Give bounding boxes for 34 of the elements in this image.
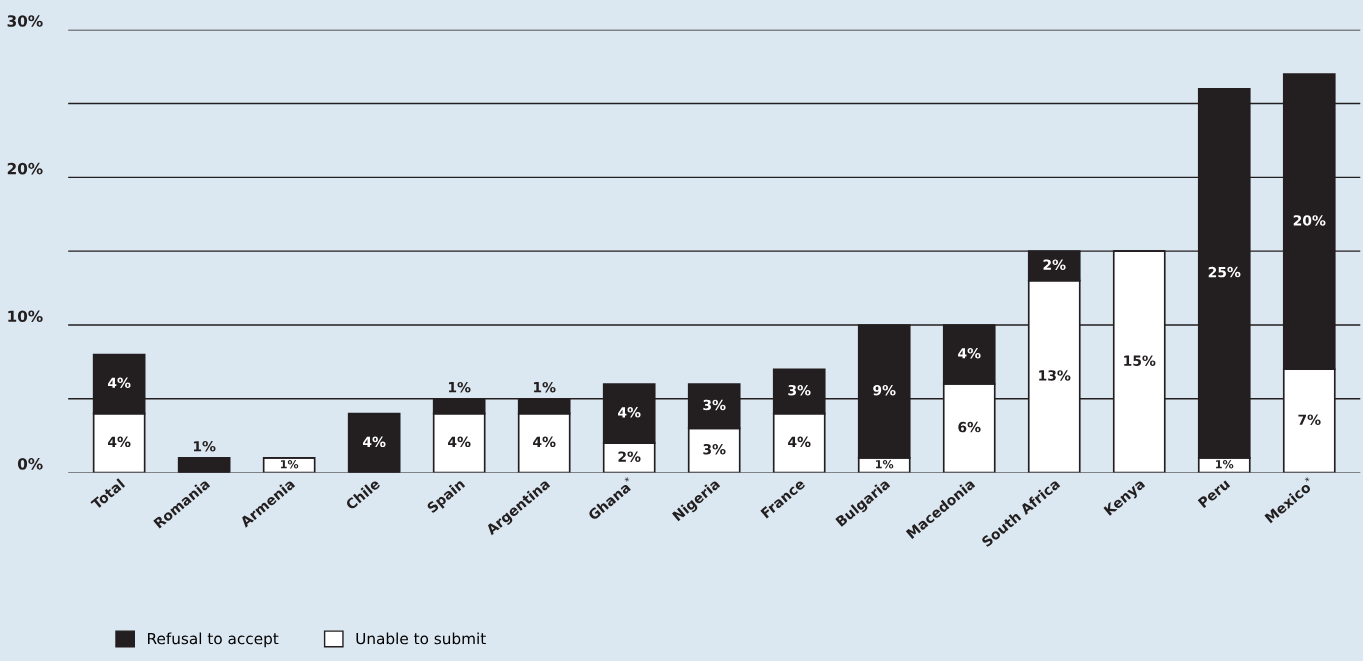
- data-label: 25%: [1208, 266, 1241, 278]
- data-label: 4%: [107, 377, 131, 389]
- data-label: 4%: [533, 436, 556, 448]
- y-tick-label: 20%: [7, 162, 43, 175]
- data-label: 3%: [788, 384, 811, 396]
- data-label: 2%: [1043, 259, 1066, 270]
- data-label: 20%: [1293, 215, 1326, 226]
- data-label: 4%: [363, 436, 386, 448]
- data-label: 4%: [618, 407, 641, 418]
- data-label: 4%: [448, 436, 471, 448]
- data-label: 4%: [958, 348, 981, 359]
- data-label: 4%: [788, 436, 811, 448]
- data-label: 1%: [280, 460, 299, 469]
- data-label: 1%: [533, 381, 556, 393]
- legend-label: Refusal to accept: [148, 632, 279, 648]
- data-label: 9%: [873, 384, 896, 396]
- data-label: 1%: [193, 440, 216, 452]
- y-tick-label: 0%: [17, 458, 43, 470]
- x-tick-label: Ghana$^{*}$: [585, 476, 636, 521]
- y-tick-label: 30%: [7, 15, 43, 27]
- data-label: 7%: [1298, 414, 1321, 425]
- data-label: 6%: [958, 421, 981, 433]
- legend-label: Unable to submit: [356, 632, 486, 645]
- data-label: 2%: [618, 451, 641, 462]
- data-label: 1%: [1216, 460, 1234, 469]
- data-label: 3%: [703, 399, 726, 411]
- x-tick-label: Mexico$^{*}$: [1262, 476, 1316, 524]
- data-label: 13%: [1039, 370, 1071, 381]
- data-label: 1%: [448, 381, 471, 393]
- y-tick-label: 10%: [8, 310, 43, 323]
- data-label: 3%: [703, 444, 726, 455]
- data-label: 4%: [107, 436, 131, 448]
- data-label: 1%: [876, 460, 894, 469]
- data-label: 15%: [1124, 355, 1156, 366]
